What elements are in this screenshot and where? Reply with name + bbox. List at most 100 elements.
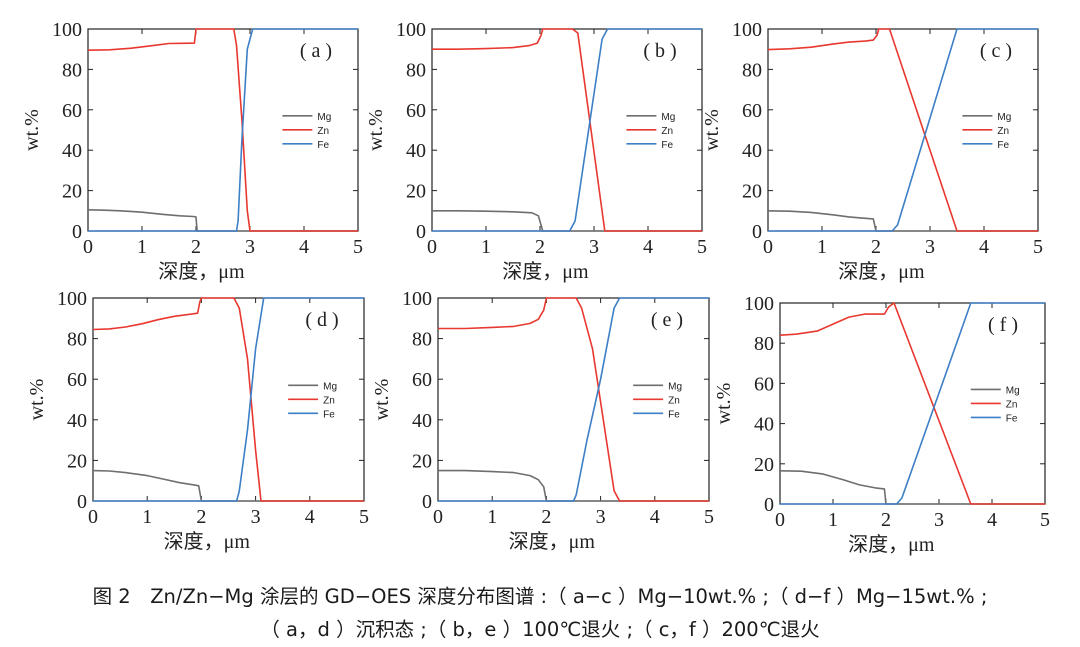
y-tick-label: 80 (406, 59, 426, 81)
x-tick-label: 0 (427, 236, 437, 258)
y-tick-label: 40 (412, 410, 432, 432)
x-tick-label: 2 (535, 236, 545, 258)
y-axis-label: wt.% (701, 109, 723, 151)
y-tick-label: 100 (732, 19, 762, 41)
legend-label-zn: Zn (1006, 399, 1018, 410)
y-axis-label: wt.% (365, 109, 387, 151)
x-tick-label: 5 (697, 236, 707, 258)
x-tick-label: 5 (1040, 509, 1050, 531)
figure-caption-line-2: （ a，d ）沉积态 ;（ b，e ）100℃退火 ;（ c，f ）200℃退火 (260, 618, 820, 641)
y-tick-label: 80 (754, 333, 774, 355)
x-tick-label: 0 (433, 506, 443, 528)
y-tick-label: 100 (402, 288, 432, 310)
y-tick-label: 80 (67, 329, 87, 351)
y-tick-label: 40 (754, 414, 774, 436)
series-line-mg (779, 470, 1045, 505)
x-tick-label: 3 (251, 506, 261, 528)
x-tick-label: 2 (191, 236, 201, 258)
legend-label-fe: Fe (323, 409, 335, 420)
x-tick-label: 4 (979, 236, 989, 258)
y-tick-label: 40 (742, 140, 762, 162)
y-tick-label: 60 (412, 369, 432, 391)
y-tick-label: 100 (57, 288, 87, 310)
y-tick-label: 20 (742, 181, 762, 203)
x-tick-label: 0 (83, 236, 93, 258)
panel-label: ( a ) (300, 40, 332, 62)
series-line-fe (88, 28, 358, 232)
series-line-zn (432, 28, 702, 232)
y-tick-label: 20 (754, 454, 774, 476)
x-axis-label: 深度，μm (502, 260, 589, 283)
x-tick-label: 1 (487, 506, 497, 528)
x-tick-label: 1 (817, 236, 827, 258)
y-tick-label: 60 (67, 369, 87, 391)
legend-label-mg: Mg (668, 381, 682, 392)
x-tick-label: 5 (353, 236, 363, 258)
legend-label-fe: Fe (661, 140, 673, 151)
legend-label-zn: Zn (668, 395, 680, 406)
y-axis-label: wt.% (371, 379, 393, 421)
y-tick-label: 100 (52, 19, 82, 41)
legend-label-fe: Fe (317, 140, 329, 151)
x-tick-label: 2 (541, 506, 551, 528)
chart-panel-b: 0 1 2 3 4 5 0 20 40 60 80 100 深度，μm wt.% ( b ) Mg Zn Fe (365, 19, 707, 283)
x-tick-label: 3 (934, 509, 944, 531)
panel-label: ( f ) (988, 314, 1018, 336)
x-tick-label: 1 (828, 509, 838, 531)
chart-panel-a: 0 1 2 3 4 5 0 20 40 60 80 100 深度，μm wt.% ( a ) Mg Zn Fe (21, 19, 363, 283)
x-tick-label: 4 (305, 506, 315, 528)
series-line-mg (438, 469, 709, 502)
panel-label: ( d ) (305, 309, 338, 331)
figure-caption-line-1: 图 2 Zn/Zn−Mg 涂层的 GD−OES 深度分布图谱 :（ a−c ）M… (92, 585, 988, 608)
x-tick-label: 3 (589, 236, 599, 258)
y-tick-label: 40 (62, 140, 82, 162)
series-line-mg (432, 210, 702, 232)
y-tick-label: 100 (744, 293, 774, 315)
y-tick-label: 100 (396, 19, 426, 41)
x-tick-label: 5 (1033, 236, 1043, 258)
y-tick-label: 0 (764, 494, 774, 516)
x-tick-label: 2 (871, 236, 881, 258)
legend-label-zn: Zn (317, 126, 329, 137)
y-axis-label: wt.% (26, 379, 48, 421)
series-line-zn (87, 28, 358, 232)
legend-label-fe: Fe (1006, 413, 1018, 424)
x-axis-label: 深度，μm (164, 530, 251, 553)
legend-label-mg: Mg (323, 381, 337, 392)
legend-label-mg: Mg (661, 112, 675, 123)
y-tick-label: 20 (62, 181, 82, 203)
y-tick-label: 20 (406, 181, 426, 203)
x-tick-label: 4 (299, 236, 309, 258)
series-line-mg (767, 210, 1038, 232)
chart-panel-d: 0 1 2 3 4 5 0 20 40 60 80 100 深度，μm wt.% ( d ) Mg Zn Fe (26, 288, 369, 553)
x-tick-label: 1 (481, 236, 491, 258)
y-tick-label: 80 (62, 59, 82, 81)
y-axis-label: wt.% (21, 109, 43, 151)
series-line-mg (87, 209, 358, 232)
legend-label-mg: Mg (1006, 385, 1020, 396)
y-tick-label: 0 (752, 221, 762, 243)
x-tick-label: 4 (643, 236, 653, 258)
x-tick-label: 0 (88, 506, 98, 528)
chart-panel-f: 0 1 2 3 4 5 0 20 40 60 80 100 深度，μm wt.% ( f ) Mg Zn Fe (713, 293, 1050, 556)
legend-label-mg: Mg (317, 112, 331, 123)
x-tick-label: 3 (245, 236, 255, 258)
x-axis-label: 深度，μm (838, 260, 925, 283)
series-line-zn (438, 297, 709, 502)
series-line-mg (92, 469, 364, 502)
legend-label-zn: Zn (997, 126, 1009, 137)
series-line-zn (767, 28, 1038, 232)
x-axis-label: 深度，μm (158, 260, 245, 283)
legend-label-mg: Mg (997, 112, 1011, 123)
y-tick-label: 0 (77, 491, 87, 513)
x-tick-label: 5 (704, 506, 714, 528)
series-line-fe (93, 297, 364, 502)
y-tick-label: 60 (62, 100, 82, 122)
x-tick-label: 5 (359, 506, 369, 528)
y-tick-label: 40 (67, 410, 87, 432)
series-line-zn (779, 302, 1045, 505)
series-line-fe (780, 302, 1045, 505)
series-line-fe (768, 28, 1038, 232)
x-axis-label: 深度，μm (509, 530, 596, 553)
